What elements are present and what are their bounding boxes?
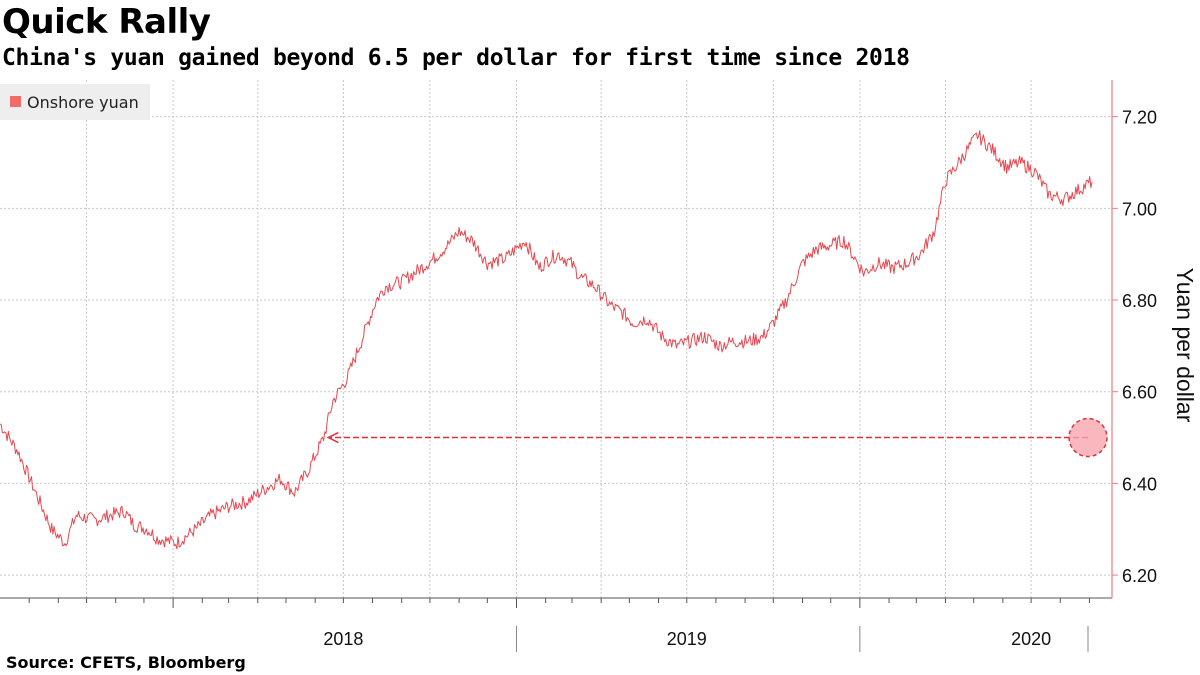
y-tick-label: 6.80 <box>1122 291 1157 311</box>
series-line-onshore-yuan <box>0 130 1093 550</box>
y-tick-label: 6.40 <box>1122 474 1157 494</box>
y-tick-label: 6.20 <box>1122 566 1157 586</box>
legend: Onshore yuan <box>0 84 150 120</box>
legend-swatch <box>10 96 21 107</box>
source-note: Source: CFETS, Bloomberg <box>6 653 246 672</box>
legend-background <box>0 84 150 120</box>
annotation-circle-marker <box>1068 417 1108 458</box>
chart-title: Quick Rally <box>2 2 211 42</box>
x-year-label: 2019 <box>667 629 707 649</box>
y-tick-label: 7.00 <box>1122 199 1157 219</box>
annotation-layer <box>326 417 1108 458</box>
y-tick-label: 6.60 <box>1122 383 1157 403</box>
y-axis-title: Yuan per dollar <box>1172 268 1198 423</box>
x-year-label: 2018 <box>323 629 363 649</box>
series-layer <box>0 130 1093 550</box>
y-tick-label: 7.20 <box>1122 108 1157 128</box>
x-year-label: 2020 <box>1011 629 1051 649</box>
chart-subtitle: China's yuan gained beyond 6.5 per dolla… <box>2 45 910 71</box>
axes: 6.20 6.40 6.60 6.80 7.00 7.20 2018 2019 2020 Yuan… <box>0 80 1198 652</box>
legend-label: Onshore yuan <box>27 93 139 112</box>
grid-lines <box>0 80 1112 598</box>
annotation-arrowhead <box>326 431 339 444</box>
